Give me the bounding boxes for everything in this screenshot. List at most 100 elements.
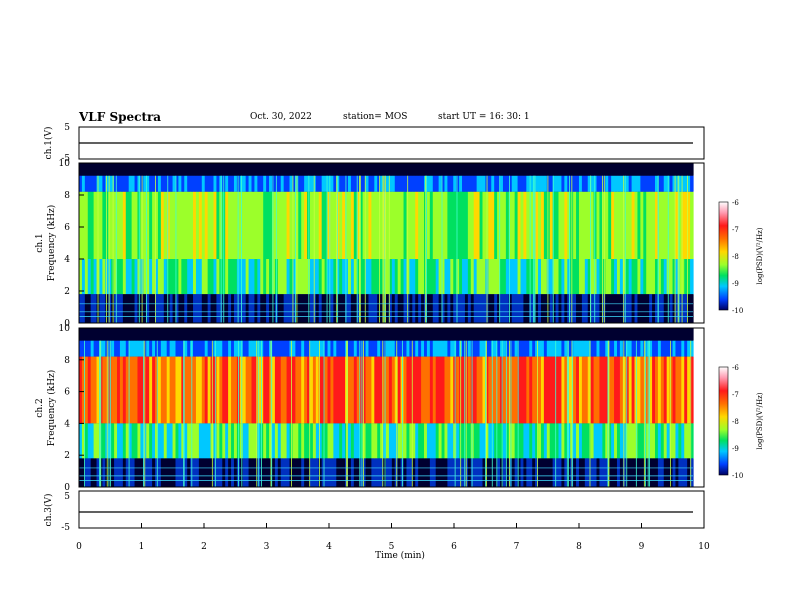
spectrogram-cell	[236, 294, 241, 323]
spectrogram-cell	[350, 259, 355, 295]
spectrogram-cell	[274, 423, 279, 459]
spectrogram-cell	[555, 175, 560, 192]
spectrogram-cell	[359, 458, 364, 487]
spectrogram-cell	[292, 259, 296, 295]
spectrogram-cell	[155, 163, 159, 176]
spectrogram-cell	[380, 458, 384, 487]
spectrogram-cell	[447, 163, 451, 176]
spectrogram-cell	[184, 175, 188, 192]
spectrogram-cell	[90, 458, 95, 487]
spectrogram-cell	[555, 458, 560, 487]
spectrogram-cell	[628, 423, 633, 459]
spectrogram-cell	[587, 191, 592, 259]
spectrogram-cell	[616, 340, 621, 357]
spectrogram-cell	[87, 163, 92, 176]
spectrogram-cell	[397, 340, 402, 357]
spectrogram-cell	[409, 163, 413, 176]
spectrogram-cell	[251, 423, 256, 459]
spectrogram-cell	[619, 294, 624, 323]
spectrogram-cell	[502, 163, 507, 176]
spectrogram-cell	[491, 328, 495, 341]
spectrogram-cell	[426, 294, 431, 323]
spectrogram-cell	[391, 356, 396, 424]
spectrogram-cell	[523, 356, 527, 424]
spectrogram-cell	[616, 356, 621, 424]
spectrogram-cell	[418, 340, 422, 357]
spectrogram-cell	[117, 340, 121, 357]
spectrogram-cell	[184, 259, 188, 295]
spectrogram-cell	[353, 356, 358, 424]
spectrogram-cell	[336, 163, 340, 176]
spectrogram-cell	[438, 175, 443, 192]
spectrogram-cell	[637, 175, 641, 192]
spectrogram-cell	[105, 191, 109, 259]
spectrogram-cell	[231, 175, 235, 192]
spectrogram-cell	[359, 259, 364, 295]
spectrogram-cell	[330, 294, 334, 323]
spectrogram-cell	[608, 175, 612, 192]
spectrogram-cell	[134, 458, 139, 487]
spectrogram-cell	[590, 191, 595, 259]
spectrogram-cell	[505, 259, 510, 295]
spectrogram-cell	[350, 328, 355, 341]
spectrogram-cell	[678, 163, 682, 176]
spectrogram-cell	[356, 423, 361, 459]
spectrogram-cell	[289, 175, 294, 192]
spectrogram-cell	[277, 175, 282, 192]
spectrogram-cell	[453, 191, 457, 259]
spectrogram-cell	[456, 458, 460, 487]
spectrogram-cell	[622, 294, 627, 323]
spectrogram-cell	[353, 191, 358, 259]
spectrogram-cell	[491, 458, 495, 487]
spectrogram-cell	[441, 328, 446, 341]
spectrogram-cell	[444, 163, 448, 176]
spectrogram-cell	[96, 328, 101, 341]
spectrogram-cell	[386, 340, 390, 357]
spectrogram-cell	[540, 423, 545, 459]
spectrogram-cell	[561, 294, 565, 323]
spectrogram-cell	[248, 259, 253, 295]
spectrogram-cell	[114, 328, 118, 341]
spectrogram-cell	[546, 259, 551, 295]
spectrogram-cell	[131, 175, 136, 192]
spectrogram-cell	[81, 328, 86, 341]
spectrogram-cell	[143, 175, 147, 192]
spectrogram-cell	[96, 340, 101, 357]
spectrogram-cell	[125, 328, 130, 341]
spectrogram-cell	[131, 328, 136, 341]
spectrogram-cell	[301, 163, 305, 176]
spectrogram-cell	[573, 191, 577, 259]
spectrogram-cell	[608, 423, 612, 459]
spectrogram-cell	[99, 423, 103, 459]
spectrogram-cell	[666, 328, 671, 341]
spectrogram-cell	[675, 423, 679, 459]
spectrogram-cell	[467, 259, 472, 295]
spectrogram-cell	[117, 163, 121, 176]
spectrogram-cell	[476, 328, 481, 341]
spectrogram-cell	[508, 163, 513, 176]
spectrogram-cell	[231, 328, 235, 341]
spectrogram-cell	[280, 423, 285, 459]
spectrogram-cell	[514, 340, 519, 357]
spectrogram-cell	[520, 294, 525, 323]
spectrogram-cell	[248, 340, 253, 357]
spectrogram-cell	[675, 163, 679, 176]
spectrogram-cell	[611, 356, 615, 424]
colorbar-tick: -10	[732, 472, 743, 480]
spectrogram-cell	[652, 328, 656, 341]
spectrogram-cell	[576, 356, 580, 424]
spectrogram-cell	[365, 191, 370, 259]
spectrogram-cell	[260, 191, 264, 259]
spectrogram-cell	[578, 423, 583, 459]
spectrogram-cell	[93, 175, 98, 192]
spectrogram-cell	[672, 328, 677, 341]
spectrogram-cell	[266, 175, 270, 192]
spectrogram-cell	[599, 175, 603, 192]
x-tick-label: 6	[451, 542, 457, 552]
spectrogram-cell	[675, 328, 679, 341]
spectrogram-cell	[184, 328, 188, 341]
spectrogram-cell	[283, 458, 288, 487]
spectrogram-cell	[324, 259, 329, 295]
spectrogram-cell	[134, 175, 139, 192]
spectrogram-cell	[195, 328, 200, 341]
